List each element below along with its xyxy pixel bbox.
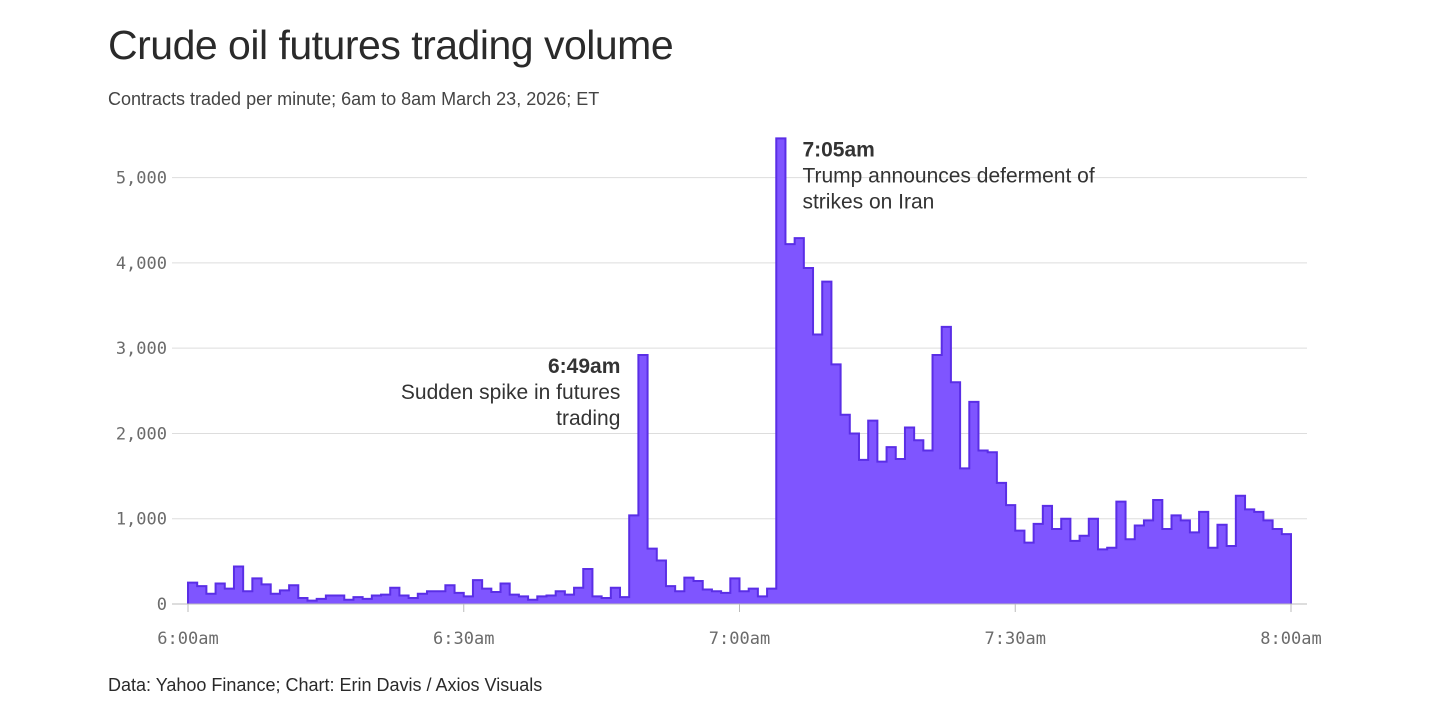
annotation-text: trading (556, 407, 620, 430)
y-tick-label: 1,000 (116, 510, 167, 530)
y-tick-label: 5,000 (116, 169, 167, 189)
axes: 0 1,000 2,000 3,000 4,000 5,000 6:00am 6:30am 7:… (116, 169, 1322, 649)
volume-step-line (187, 137, 1292, 604)
x-tick-label: 7:30am (985, 629, 1046, 649)
grid-lines (172, 177, 1307, 520)
x-tick-label: 6:00am (157, 629, 218, 649)
chart-subtitle: Contracts traded per minute; 6am to 8am … (108, 89, 600, 109)
volume-series (187, 137, 1292, 605)
x-tick-label: 6:30am (433, 629, 494, 649)
annotation-text: strikes on Iran (802, 190, 934, 213)
annotation-time: 7:05am (802, 138, 874, 161)
y-tick-label: 4,000 (116, 254, 167, 274)
source-note: Data: Yahoo Finance; Chart: Erin Davis /… (108, 675, 543, 695)
y-tick-label: 0 (157, 595, 167, 615)
annotations: 6:49am Sudden spike in futures trading 7:05… (401, 138, 1095, 430)
chart-title: Crude oil futures trading volume (108, 22, 674, 68)
y-tick-label: 3,000 (116, 339, 167, 359)
x-tick-label: 7:00am (709, 629, 770, 649)
x-tick-label: 8:00am (1260, 629, 1321, 649)
annotation-text: Sudden spike in futures (401, 381, 620, 404)
annotation-time: 6:49am (548, 355, 620, 378)
volume-area (188, 138, 1291, 605)
annotation-text: Trump announces deferment of (802, 164, 1094, 187)
y-tick-label: 2,000 (116, 424, 167, 444)
